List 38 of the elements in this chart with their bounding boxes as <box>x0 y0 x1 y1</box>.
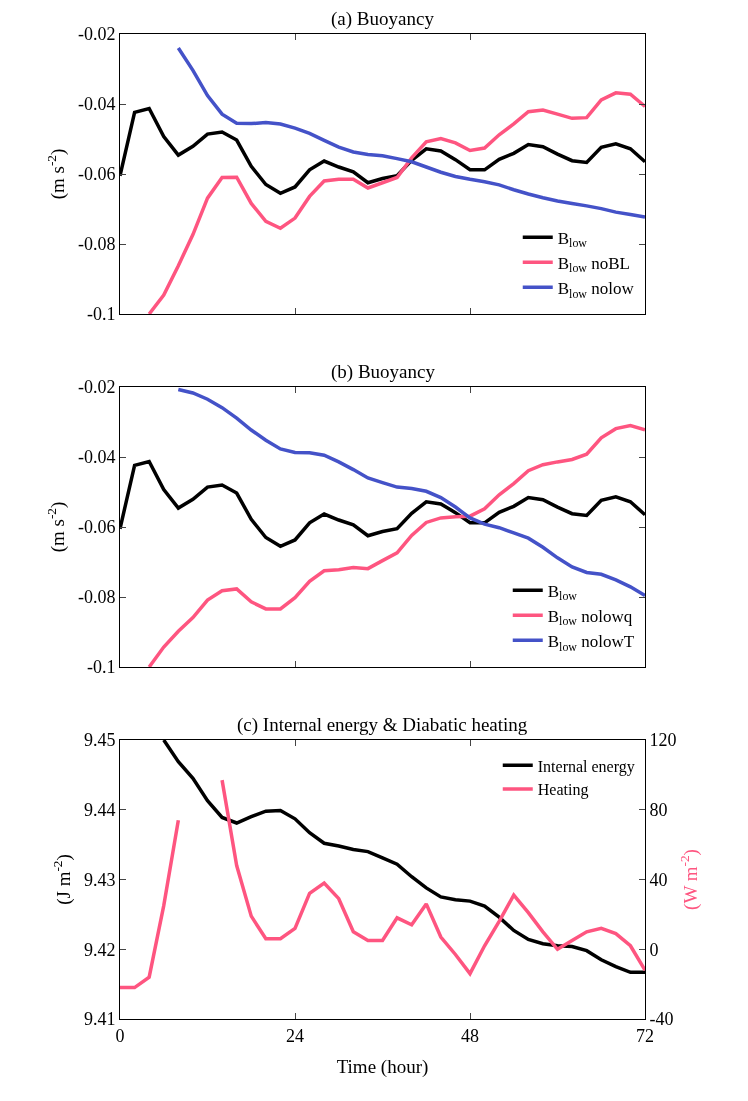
x-tick-label: 48 <box>461 1025 479 1046</box>
y-tick-label: -0.08 <box>77 234 116 255</box>
y-tick-label: -0.06 <box>77 164 116 185</box>
legend-label: B$_{low}$ nolowT <box>547 631 635 654</box>
y-tick-label: -0.08 <box>77 587 116 608</box>
y2-tick-label: 0 <box>649 939 659 960</box>
legend-label: Internal energy <box>537 757 635 776</box>
line-series <box>147 91 645 314</box>
legend-label: B$_{low}$ nolowq <box>547 606 633 629</box>
y-tick-label: -0.1 <box>86 304 116 325</box>
y-tick-label: -0.02 <box>77 24 116 45</box>
y-tick-label: -0.1 <box>86 657 116 678</box>
y-tick-label: 9.42 <box>83 939 116 960</box>
x-axis-title: Time (hour) <box>336 1056 429 1079</box>
chart-title: (a) Buoyancy <box>331 8 435 30</box>
legend-label: Heating <box>537 781 589 800</box>
y-tick-label: 9.44 <box>83 800 116 821</box>
y2-tick-label: 120 <box>649 730 677 751</box>
chart-title: (c) Internal energy & Diabatic heating <box>237 714 528 736</box>
x-tick-label: 24 <box>286 1025 304 1046</box>
line-series <box>176 387 645 598</box>
y-tick-label: -0.04 <box>77 94 116 115</box>
y-tick-label: -0.02 <box>77 377 116 398</box>
y-tick-label: 9.45 <box>83 730 116 751</box>
y2-tick-label: 80 <box>649 800 668 821</box>
line-series <box>147 423 645 667</box>
y-tick-label: 9.43 <box>83 869 116 890</box>
chart-title: (b) Buoyancy <box>331 361 436 383</box>
legend-label: B$_{low}$ noBL <box>557 253 630 276</box>
y-tick-label: 9.41 <box>83 1009 116 1030</box>
legend-label: B$_{low}$ nolow <box>557 278 635 301</box>
y-tick-label: -0.04 <box>77 447 116 468</box>
legend-label: B$_{low}$ <box>557 228 588 251</box>
y-tick-label: -0.06 <box>77 517 116 538</box>
x-tick-label: 0 <box>115 1025 125 1046</box>
legend-label: B$_{low}$ <box>547 581 578 604</box>
y2-tick-label: 40 <box>649 869 668 890</box>
line-series <box>176 46 645 219</box>
